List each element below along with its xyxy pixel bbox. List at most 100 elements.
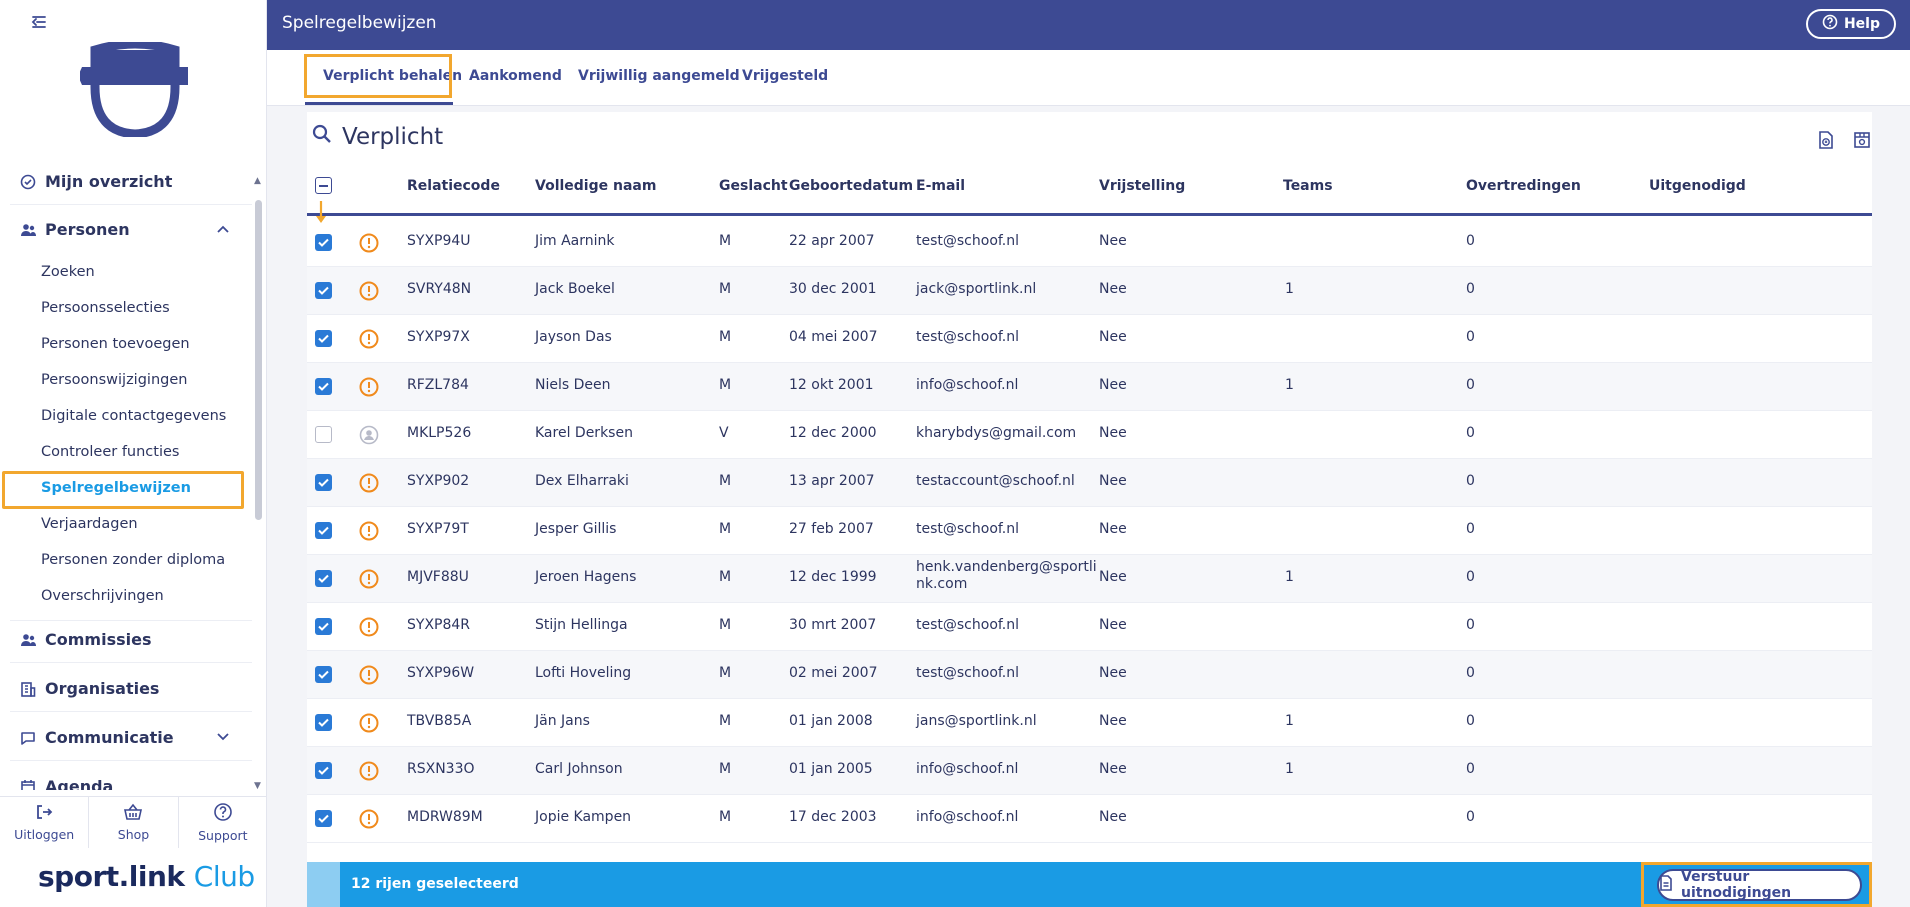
search-icon[interactable]: [312, 124, 332, 150]
row-checkbox[interactable]: [315, 330, 332, 347]
col-geslacht[interactable]: Geslacht: [719, 178, 788, 194]
sidebar-item-personen-toevoegen[interactable]: Personen toevoegen: [41, 336, 190, 352]
selection-bar-strip: [307, 862, 340, 907]
table-row[interactable]: SVRY48N Jack Boekel M 30 dec 2001 jack@sport…: [307, 267, 1872, 315]
nav-mijn-overzicht[interactable]: Mijn overzicht: [20, 172, 172, 191]
warning-icon[interactable]: [359, 473, 379, 493]
row-checkbox[interactable]: [315, 666, 332, 683]
col-teams[interactable]: Teams: [1283, 178, 1333, 194]
sidebar-item-persoonswijzigingen[interactable]: Persoonswijzigingen: [41, 372, 188, 388]
nav-agenda[interactable]: Agenda: [20, 777, 113, 790]
nav-commissies[interactable]: Commissies: [20, 630, 151, 649]
row-checkbox[interactable]: [315, 426, 332, 443]
export-file-icon[interactable]: [1817, 130, 1835, 154]
support-button[interactable]: Support: [179, 797, 267, 848]
table-row[interactable]: SYXP79T Jesper Gillis M 27 feb 2007 test@sch…: [307, 507, 1872, 555]
cell-relatiecode: SYXP96W: [407, 665, 475, 681]
warning-icon[interactable]: [359, 329, 379, 349]
tab-bar: Verplicht behalen Aankomend Vrijwillig a…: [267, 50, 1910, 106]
scroll-up-icon[interactable]: ▲: [254, 176, 261, 186]
table-row[interactable]: SYXP84R Stijn Hellinga M 30 mrt 2007 test@sc…: [307, 603, 1872, 651]
cell-overtredingen: 0: [1466, 233, 1475, 249]
table-row[interactable]: SYXP94U Jim Aarnink M 22 apr 2007 test@schoo…: [307, 219, 1872, 267]
table-row[interactable]: SYXP96W Lofti Hoveling M 02 mei 2007 test@sc…: [307, 651, 1872, 699]
cell-naam: Lofti Hoveling: [535, 665, 632, 681]
row-checkbox[interactable]: [315, 474, 332, 491]
row-checkbox[interactable]: [315, 378, 332, 395]
sidebar-item-overschrijvingen[interactable]: Overschrijvingen: [41, 588, 164, 604]
row-checkbox[interactable]: [315, 282, 332, 299]
tab-vrijgesteld[interactable]: Vrijgesteld: [742, 68, 829, 84]
sidebar-item-personen-zonder-diploma[interactable]: Personen zonder diploma: [41, 552, 226, 568]
nav-organisaties[interactable]: Organisaties: [20, 679, 159, 698]
table-row[interactable]: MDRW89M Jopie Kampen M 17 dec 2003 info@scho…: [307, 795, 1872, 843]
col-volledige-naam[interactable]: Volledige naam: [535, 178, 657, 194]
basket-icon: [123, 803, 143, 824]
warning-icon[interactable]: [359, 281, 379, 301]
cell-geslacht: M: [719, 233, 732, 249]
tab-verplicht-behalen[interactable]: Verplicht behalen: [323, 68, 463, 84]
table-row[interactable]: RFZL784 Niels Deen M 12 okt 2001 info@schoof…: [307, 363, 1872, 411]
warning-icon[interactable]: [359, 665, 379, 685]
column-settings-icon[interactable]: [1853, 130, 1871, 154]
table-row[interactable]: MJVF88U Jeroen Hagens M 12 dec 1999 henk.van…: [307, 555, 1872, 603]
sidebar-scrollbar[interactable]: [255, 200, 262, 520]
col-uitgenodigd[interactable]: Uitgenodigd: [1649, 178, 1746, 194]
shop-button[interactable]: Shop: [89, 797, 179, 848]
warning-icon[interactable]: [359, 521, 379, 541]
person-icon[interactable]: [359, 425, 379, 445]
sidebar-item-controleer-functies[interactable]: Controleer functies: [41, 444, 180, 460]
tab-vrijwillig-aangemeld[interactable]: Vrijwillig aangemeld: [578, 68, 740, 84]
col-relatiecode[interactable]: Relatiecode: [407, 178, 500, 194]
cell-teams: 1: [1285, 281, 1294, 297]
table-row[interactable]: RSXN33O Carl Johnson M 01 jan 2005 info@scho…: [307, 747, 1872, 795]
col-email[interactable]: E-mail: [916, 178, 966, 194]
select-all-checkbox[interactable]: [315, 177, 332, 194]
row-checkbox[interactable]: [315, 714, 332, 731]
row-checkbox[interactable]: [315, 762, 332, 779]
cell-relatiecode: MKLP526: [407, 425, 472, 441]
cell-vrijstelling: Nee: [1099, 521, 1127, 537]
table-row[interactable]: SYXP902 Dex Elharraki M 13 apr 2007 testacco…: [307, 459, 1872, 507]
warning-icon[interactable]: [359, 809, 379, 829]
highlight-frame: [1641, 862, 1872, 907]
nav-personen[interactable]: Personen: [20, 220, 130, 239]
sidebar-item-persoonsselecties[interactable]: Persoonsselecties: [41, 300, 170, 316]
col-geboortedatum[interactable]: Geboortedatum: [789, 178, 914, 194]
collapse-sidebar-icon[interactable]: [30, 13, 52, 35]
table-row[interactable]: TBVB85A Jän Jans M 01 jan 2008 jans@sportlin…: [307, 699, 1872, 747]
help-button[interactable]: Help: [1805, 9, 1896, 39]
warning-icon[interactable]: [359, 617, 379, 637]
col-vrijstelling[interactable]: Vrijstelling: [1099, 178, 1186, 194]
send-invitations-button[interactable]: Verstuur uitnodigingen: [1657, 869, 1862, 901]
cell-email-line: nk.com: [916, 576, 968, 592]
sidebar-item-digitale-contactgegevens[interactable]: Digitale contactgegevens: [41, 408, 227, 424]
sidebar-item-spelregelbewijzen[interactable]: Spelregelbewijzen: [41, 480, 191, 496]
row-checkbox[interactable]: [315, 810, 332, 827]
scroll-down-icon[interactable]: ▼: [254, 781, 261, 791]
warning-icon[interactable]: [359, 377, 379, 397]
divider: [10, 204, 252, 205]
sidebar-item-verjaardagen[interactable]: Verjaardagen: [41, 516, 138, 532]
table-row[interactable]: SYXP97X Jayson Das M 04 mei 2007 test@schoof…: [307, 315, 1872, 363]
tab-aankomend[interactable]: Aankomend: [469, 68, 562, 84]
warning-icon[interactable]: [359, 713, 379, 733]
warning-icon[interactable]: [359, 569, 379, 589]
row-checkbox[interactable]: [315, 522, 332, 539]
cell-naam: Jeroen Hagens: [535, 569, 637, 585]
sidebar-item-zoeken[interactable]: Zoeken: [41, 264, 95, 280]
warning-icon[interactable]: [359, 233, 379, 253]
row-checkbox[interactable]: [315, 618, 332, 635]
warning-icon[interactable]: [359, 761, 379, 781]
row-checkbox[interactable]: [315, 234, 332, 251]
chevron-up-icon[interactable]: [216, 222, 230, 238]
logout-button[interactable]: Uitloggen: [0, 797, 90, 848]
chevron-down-icon[interactable]: [216, 730, 230, 746]
table-row[interactable]: MKLP526 Karel Derksen V 12 dec 2000 kharybdy…: [307, 411, 1872, 459]
nav-communicatie[interactable]: Communicatie: [20, 728, 174, 747]
col-overtredingen[interactable]: Overtredingen: [1466, 178, 1581, 194]
cell-geboortedatum: 12 dec 1999: [789, 569, 877, 585]
row-checkbox[interactable]: [315, 570, 332, 587]
cell-email: testaccount@schoof.nl: [916, 473, 1075, 489]
cell-overtredingen: 0: [1466, 665, 1475, 681]
